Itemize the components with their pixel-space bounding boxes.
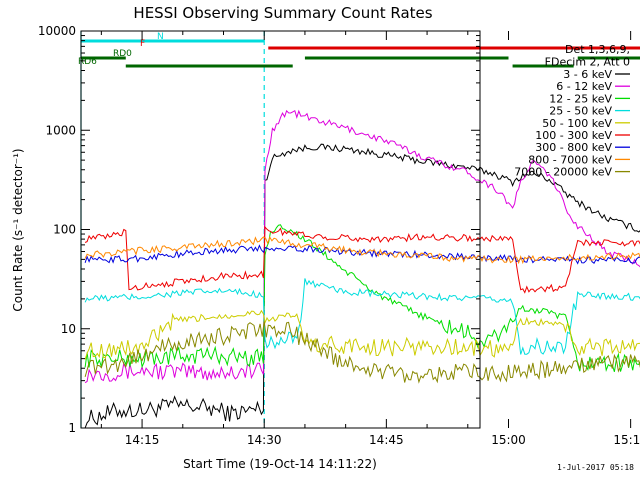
series-line [84, 143, 640, 429]
state-bar-label: RD6 [78, 57, 97, 67]
series-line [84, 309, 640, 360]
legend-entry-label: 7000 - 20000 keV [514, 166, 612, 179]
legend-header: FDecim 2, Att 0 [545, 56, 630, 69]
generation-timestamp: 1-Jul-2017 05:18 [556, 463, 634, 472]
series-line [84, 244, 640, 265]
x-tick-label: 14:45 [369, 433, 404, 447]
legend-entry-label: 12 - 25 keV [549, 92, 612, 105]
x-tick-label: 14:15 [125, 433, 160, 447]
series-line [84, 225, 640, 294]
series-lines [84, 109, 640, 429]
x-tick-label: 15:15 [613, 433, 640, 447]
x-tick-label: 14:30 [247, 433, 282, 447]
series-line [84, 224, 640, 373]
state-bar-label: N [157, 32, 164, 42]
legend-entry-label: 300 - 800 keV [535, 141, 612, 154]
chart-title: HESSI Observing Summary Count Rates [133, 4, 432, 22]
y-tick-label: 1000 [45, 123, 76, 137]
state-bars: N F RD0 RD6 [78, 32, 640, 68]
y-axis-label: Count Rate (s⁻¹ detector⁻¹) [11, 148, 25, 311]
state-bar-label: F [140, 39, 145, 49]
y-tick-label: 1 [68, 421, 76, 435]
series-line [84, 278, 640, 355]
state-bar-label: RD0 [113, 49, 132, 59]
axes: 14:1514:3014:4515:0015:1515:3015:4511010… [38, 24, 640, 447]
x-axis-label: Start Time (19-Oct-14 14:11:22) [183, 457, 377, 471]
x-tick-label: 15:00 [491, 433, 526, 447]
legend-entry-label: 3 - 6 keV [563, 68, 612, 81]
legend-entry-label: 100 - 300 keV [535, 129, 612, 142]
series-line [84, 109, 640, 384]
y-tick-label: 10000 [38, 24, 76, 38]
legend-entry-label: 25 - 50 keV [549, 105, 612, 118]
y-tick-label: 10 [61, 322, 76, 336]
series-line [84, 321, 640, 384]
legend-header: Det 1,3,6,9, [565, 43, 630, 56]
legend-entry-label: 6 - 12 keV [556, 80, 612, 93]
legend-entry-label: 50 - 100 keV [542, 117, 612, 130]
y-tick-label: 100 [53, 223, 76, 237]
series-line [84, 236, 640, 265]
legend-entry-label: 800 - 7000 keV [528, 153, 612, 166]
